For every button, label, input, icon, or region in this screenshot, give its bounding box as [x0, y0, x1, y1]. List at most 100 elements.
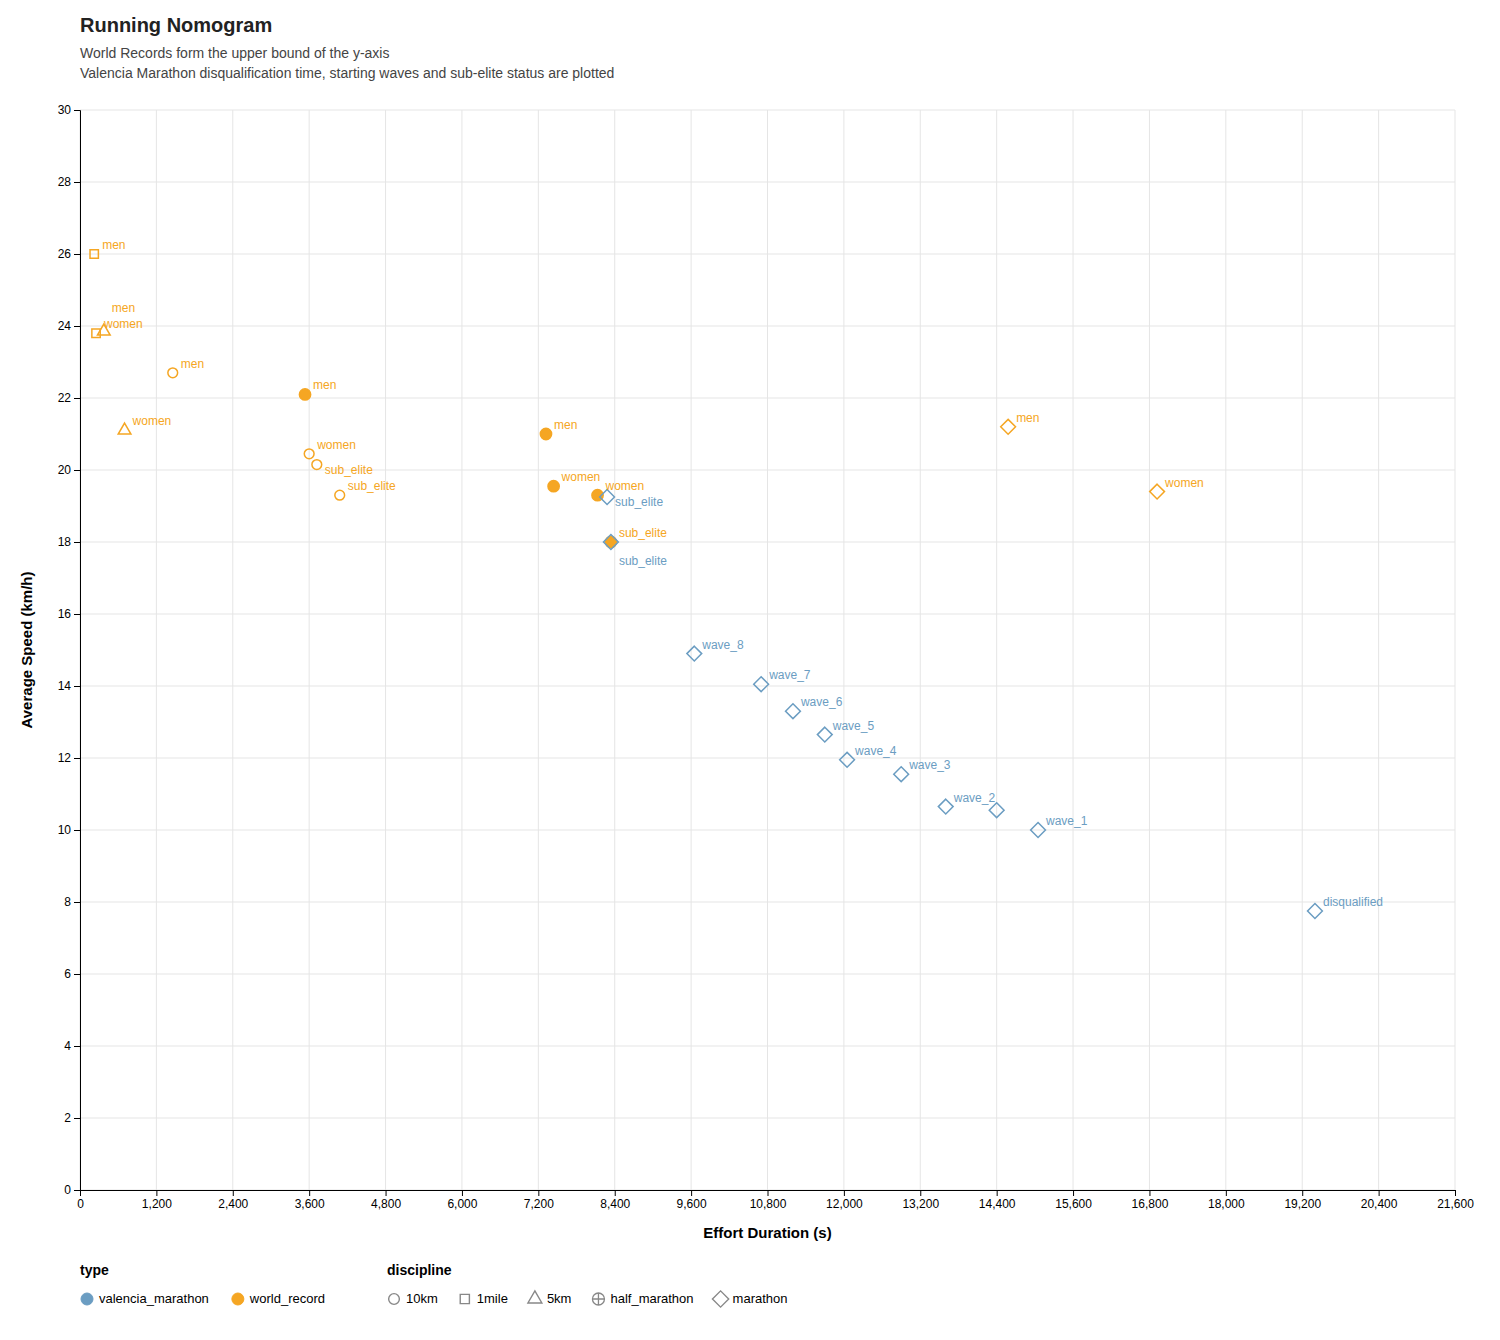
- tick: 16: [58, 607, 80, 621]
- tick-mark: [768, 1190, 769, 1196]
- tick-label: 19,200: [1284, 1197, 1321, 1211]
- grid-line: [80, 902, 1455, 903]
- tick: 4,800: [371, 1190, 401, 1211]
- tick: 28: [58, 175, 80, 189]
- annotation: women: [103, 317, 143, 331]
- axis-line: [74, 111, 81, 1191]
- tick-label: 4,800: [371, 1197, 401, 1211]
- subtitle: World Records form the upper bound of th…: [80, 45, 389, 61]
- annotation: wave_6: [800, 695, 843, 709]
- annotation: wave_1: [1045, 814, 1088, 828]
- point: [989, 803, 1004, 818]
- tick-label: 6: [64, 967, 71, 981]
- legend-entry: half_marathon: [610, 1291, 693, 1306]
- tick: 18,000: [1208, 1190, 1245, 1211]
- point: [938, 799, 953, 814]
- tick-label: 9,600: [677, 1197, 707, 1211]
- tick-label: 8,400: [600, 1197, 630, 1211]
- grid-line: [80, 182, 1455, 183]
- annotation: wave_4: [854, 744, 897, 758]
- tick-mark: [1302, 1190, 1303, 1196]
- tick: 8,400: [600, 1190, 630, 1211]
- legend-entry: world_record: [249, 1291, 325, 1306]
- tick: 6: [64, 967, 80, 981]
- point: [894, 767, 909, 782]
- tick: 7,200: [524, 1190, 554, 1211]
- grid-line: [232, 110, 233, 1190]
- tick: 22: [58, 391, 80, 405]
- tick-mark: [1226, 1190, 1227, 1196]
- annotation: sub_elite: [325, 463, 373, 477]
- tick-label: 14: [58, 679, 72, 693]
- annotation: wave_8: [701, 638, 744, 652]
- tick-label: 10,800: [750, 1197, 787, 1211]
- tick: 12,000: [826, 1190, 863, 1211]
- title: Running Nomogram: [80, 14, 272, 36]
- tick-label: 6,000: [447, 1197, 477, 1211]
- tick-mark: [74, 1046, 80, 1047]
- annotation: women: [316, 438, 356, 452]
- tick-mark: [1455, 1190, 1456, 1196]
- point: [299, 389, 310, 400]
- legend-title: type: [80, 1262, 109, 1278]
- point: [540, 428, 551, 439]
- annotation: sub_elite: [619, 554, 667, 568]
- grid-line: [1378, 110, 1379, 1190]
- point: [1031, 823, 1046, 838]
- tick-label: 28: [58, 175, 72, 189]
- y-axis-title: Average Speed (km/h): [18, 572, 35, 729]
- annotations: menwomenmenmenwomenmenwomensub_elitesub_…: [102, 238, 1383, 909]
- tick: 2,400: [218, 1190, 248, 1211]
- grid-line: [80, 398, 1455, 399]
- tick-mark: [74, 974, 80, 975]
- tick: 14,400: [979, 1190, 1016, 1211]
- tick-mark: [309, 1190, 310, 1196]
- tick-label: 18: [58, 535, 72, 549]
- tick-label: 1,200: [142, 1197, 172, 1211]
- tick-label: 16: [58, 607, 72, 621]
- tick: 1,200: [142, 1190, 172, 1211]
- legend-marker: [232, 1293, 244, 1305]
- tick-mark: [386, 1190, 387, 1196]
- points: [90, 250, 1322, 919]
- tick-mark: [538, 1190, 539, 1196]
- point: [90, 250, 98, 258]
- grid-line: [80, 326, 1455, 327]
- grid-line: [614, 110, 615, 1190]
- tick: 18: [58, 535, 80, 549]
- tick-label: 24: [58, 319, 72, 333]
- annotation: wave_3: [908, 758, 951, 772]
- grid-line: [920, 110, 921, 1190]
- tick-label: 15,600: [1055, 1197, 1092, 1211]
- legend-marker: [712, 1291, 728, 1307]
- tick: 19,200: [1284, 1190, 1321, 1211]
- tick: 8: [64, 895, 80, 909]
- grid-line: [80, 830, 1455, 831]
- series: [600, 490, 1323, 919]
- grid-line: [80, 1118, 1455, 1119]
- tick-mark: [74, 398, 80, 399]
- legend-marker: [81, 1293, 93, 1305]
- tick: 2: [64, 1111, 80, 1125]
- annotation: sub_elite: [348, 479, 396, 493]
- point: [1150, 484, 1165, 499]
- grid-line: [80, 110, 1455, 111]
- tick-label: 10: [58, 823, 72, 837]
- point: [118, 423, 131, 434]
- tick-label: 8: [64, 895, 71, 909]
- annotation: sub_elite: [615, 495, 663, 509]
- tick-mark: [74, 182, 80, 183]
- grid-line: [309, 110, 310, 1190]
- legend-marker: [460, 1294, 469, 1303]
- tick-mark: [844, 1190, 845, 1196]
- tick: 12: [58, 751, 80, 765]
- tick-mark: [74, 902, 80, 903]
- grid-line: [80, 1046, 1455, 1047]
- legend-entry: marathon: [733, 1291, 788, 1306]
- axis-line: [81, 1191, 1456, 1197]
- tick-label: 12,000: [826, 1197, 863, 1211]
- grid-line: [80, 470, 1455, 471]
- tick-label: 20,400: [1361, 1197, 1398, 1211]
- point: [335, 490, 345, 500]
- point: [786, 704, 801, 719]
